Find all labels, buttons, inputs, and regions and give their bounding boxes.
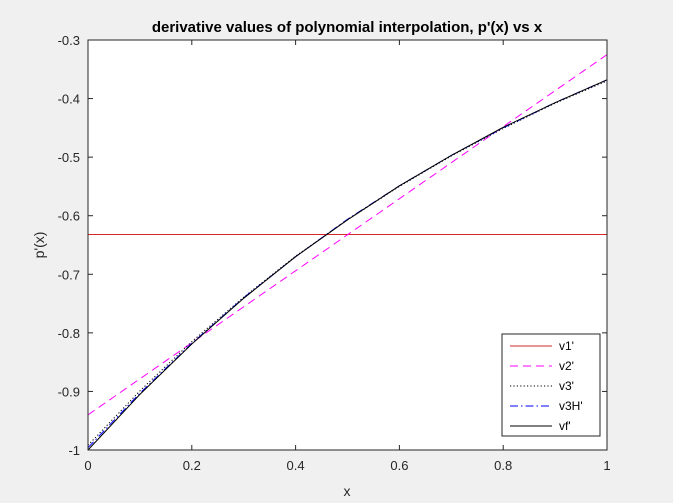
x-tick-label: 1: [603, 458, 610, 473]
x-tick-label: 0.8: [494, 458, 512, 473]
x-tick-label: 0.2: [183, 458, 201, 473]
legend-label-4: vf': [559, 419, 571, 433]
y-tick-label: -0.5: [58, 150, 80, 165]
legend-box: [501, 333, 601, 437]
legend-items: v1' v2' v3' v3H' vf': [510, 339, 583, 433]
x-tick-label: 0: [84, 458, 91, 473]
y-tick-label: -0.4: [58, 92, 80, 107]
legend-label-3: v3H': [559, 399, 583, 413]
series-layer: [87, 54, 608, 451]
x-tick-label: 0.4: [287, 458, 305, 473]
y-tick-label: -0.9: [58, 384, 80, 399]
legend-label-0: v1': [559, 339, 574, 353]
legend: v1' v2' v3' v3H' vf': [501, 333, 601, 437]
axes-box: [87, 39, 608, 451]
x-tick-label: 0.6: [390, 458, 408, 473]
y-axis-label: p'(x): [31, 232, 47, 259]
x-axis-label: x: [344, 483, 351, 499]
ticks-layer: 0 0.2 0.4 0.6 0.8 1 -1 -0.9 -0.8 -0.7 -0.6 -0.5 -0.4…: [58, 33, 611, 473]
y-tick-label: -1: [68, 443, 80, 458]
legend-label-1: v2': [559, 359, 574, 373]
y-tick-label: -0.6: [58, 209, 80, 224]
chart-title: derivative values of polynomial interpol…: [152, 19, 543, 36]
y-tick-label: -0.7: [58, 267, 80, 282]
legend-label-2: v3': [559, 379, 574, 393]
series-line-4: [87, 79, 608, 451]
series-line-2: [87, 80, 608, 446]
series-line-1: [87, 54, 608, 416]
y-tick-label: -0.3: [58, 33, 80, 48]
y-tick-label: -0.8: [58, 326, 80, 341]
